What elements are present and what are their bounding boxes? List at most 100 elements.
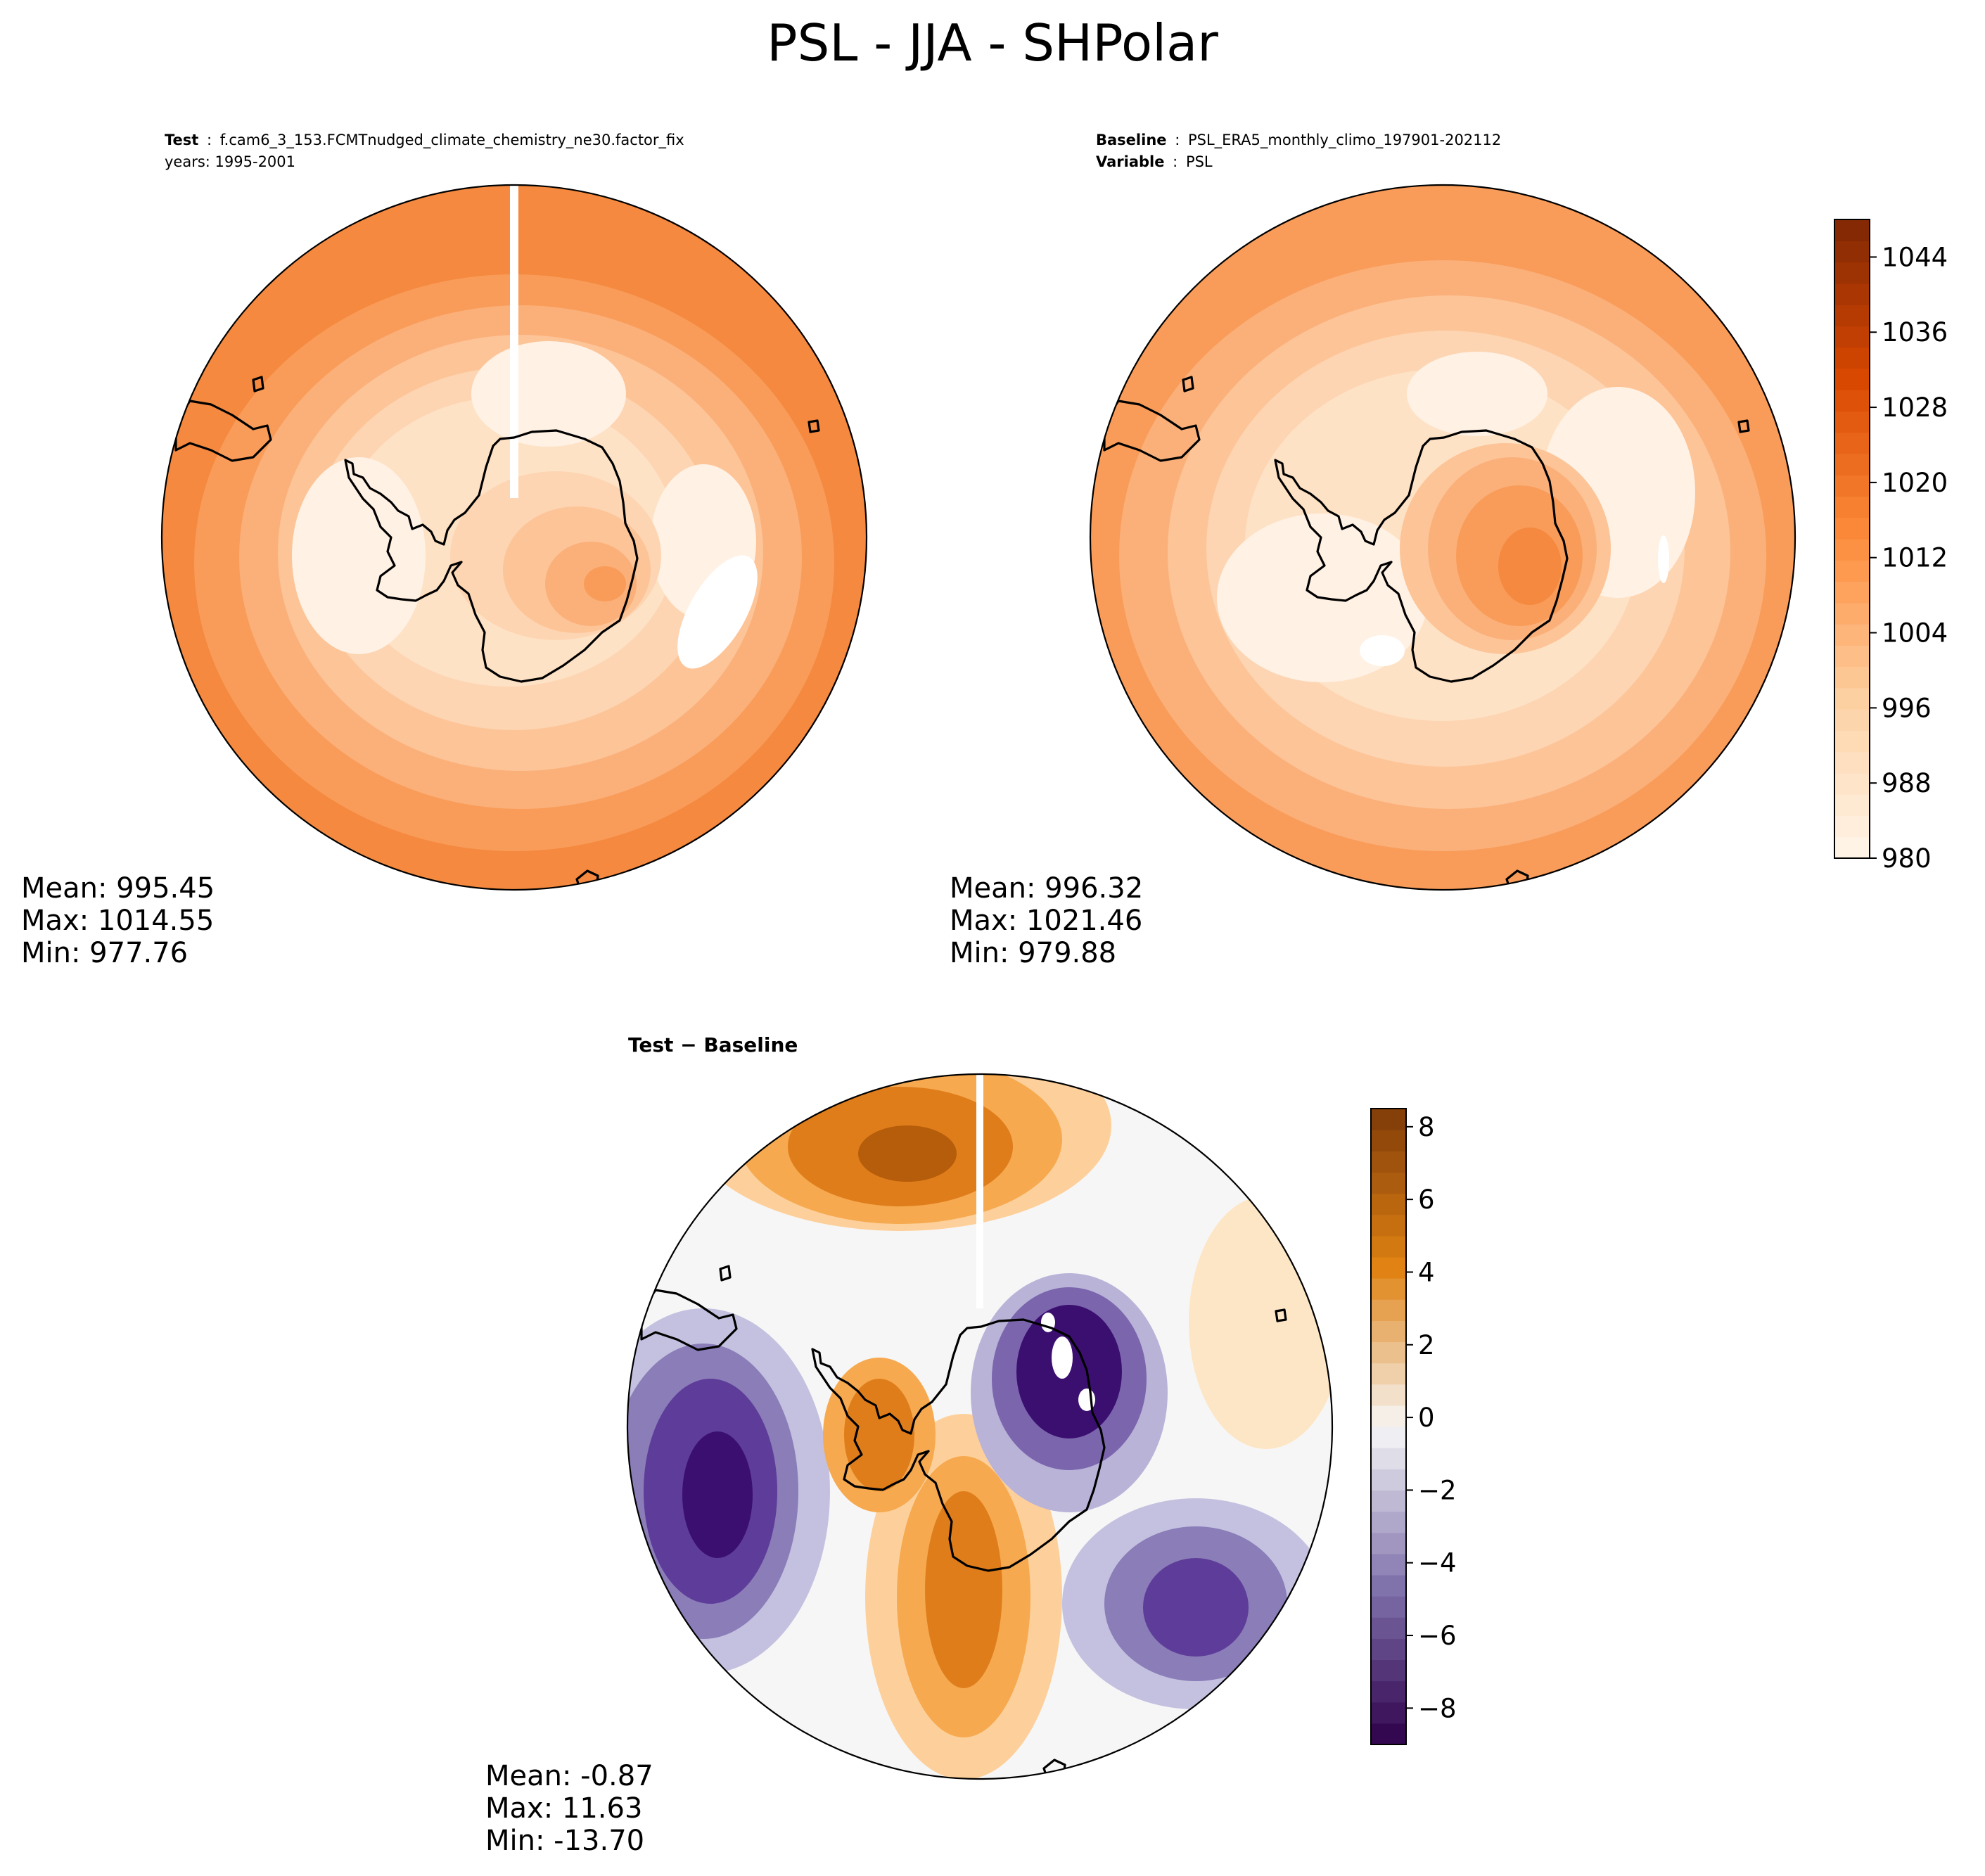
panel-baseline: Baseline : PSL_ERA5_monthly_climo_197901… [950, 132, 1796, 969]
colorbar-field-band [1834, 709, 1870, 731]
baseline-stat-min: Min: 979.88 [950, 937, 1116, 969]
figure-suptitle: PSL - JJA - SHPolar [767, 13, 1218, 72]
colorbar-field-band [1834, 539, 1870, 561]
colorbar-field-band [1834, 624, 1870, 646]
colorbar-diff-tick-label: 8 [1418, 1112, 1435, 1142]
colorbar-field-band [1834, 687, 1870, 710]
colorbar-field-band [1834, 836, 1870, 859]
colorbar-field-band [1834, 432, 1870, 454]
colorbar-field-band [1834, 496, 1870, 518]
panel-baseline-title-line1: Baseline : PSL_ERA5_monthly_climo_197901… [1096, 132, 1501, 149]
panel-baseline-title-sep: : [1175, 132, 1180, 148]
test-map [162, 185, 867, 890]
colorbar-diff-band [1371, 1596, 1406, 1618]
diff-map [627, 1074, 1332, 1779]
colorbar-field-band [1834, 730, 1870, 753]
colorbar-diff-band [1371, 1427, 1406, 1448]
diff-stat-mean: Mean: -0.87 [485, 1760, 653, 1792]
colorbar-field: 980 988 996 1004 1012 1020 1028 1036 1044 [1834, 219, 1948, 874]
colorbar-field-band [1834, 794, 1870, 817]
colorbar-diff-band [1371, 1256, 1406, 1279]
colorbar-diff-band [1371, 1659, 1406, 1682]
colorbar-field-frame [1834, 219, 1870, 859]
panel-baseline-variable-value: PSL [1186, 153, 1213, 170]
colorbar-diff-band [1371, 1151, 1406, 1173]
colorbar-field-band [1834, 368, 1870, 390]
colorbar-field-tick-label: 1036 [1882, 317, 1948, 347]
colorbar-diff-frame [1370, 1108, 1407, 1745]
colorbar-field-band [1834, 453, 1870, 476]
colorbar-diff-band [1371, 1448, 1406, 1469]
colorbar-diff-band [1371, 1341, 1406, 1364]
colorbar-diff-tick-label: −8 [1418, 1693, 1457, 1723]
colorbar-diff: −8 −6 −4 −2 0 2 4 6 8 [1370, 1108, 1457, 1745]
colorbar-field-band [1834, 772, 1870, 795]
colorbar-field-band [1834, 475, 1870, 497]
colorbar-diff-band [1371, 1553, 1406, 1576]
colorbar-diff-band [1371, 1193, 1406, 1215]
baseline-stat-max: Max: 1021.46 [950, 905, 1142, 937]
colorbar-field-tick-label: 988 [1882, 768, 1932, 798]
colorbar-diff-tick-label: 4 [1418, 1257, 1435, 1287]
baseline-stat-mean: Mean: 996.32 [950, 872, 1143, 905]
colorbar-diff-band [1371, 1511, 1406, 1533]
test-map-boundary [160, 184, 868, 891]
colorbar-field-band [1834, 815, 1870, 838]
panel-test-title-line2: years: 1995-2001 [165, 153, 295, 170]
panel-diff-title: Test − Baseline [628, 1033, 798, 1057]
panel-test-title-value: f.cam6_3_153.FCMTnudged_climate_chemistr… [220, 132, 684, 149]
colorbar-field-band [1834, 347, 1870, 369]
colorbar-diff-band [1371, 1172, 1406, 1194]
test-stat-mean: Mean: 995.45 [21, 872, 215, 905]
colorbar-field-band [1834, 326, 1870, 348]
colorbar-field-band [1834, 283, 1870, 305]
panel-test: Test : f.cam6_3_153.FCMTnudged_climate_c… [21, 132, 868, 969]
colorbar-diff-band [1371, 1532, 1406, 1555]
diff-map-boundary [626, 1073, 1334, 1780]
colorbar-diff-band [1371, 1278, 1406, 1300]
panel-baseline-variable-sep: : [1173, 153, 1177, 170]
colorbar-diff-band [1371, 1680, 1406, 1703]
colorbar-diff-tick-label: 2 [1418, 1330, 1435, 1360]
panel-baseline-title-value: PSL_ERA5_monthly_climo_197901-202112 [1188, 132, 1501, 149]
panel-test-title-sep: : [207, 132, 212, 148]
colorbar-field-tick-label: 1028 [1882, 393, 1948, 423]
colorbar-field-band [1834, 390, 1870, 411]
diff-stat-max: Max: 11.63 [485, 1792, 642, 1825]
colorbar-field-band [1834, 241, 1870, 263]
baseline-map-boundary [1089, 184, 1796, 891]
colorbar-field-tick-label: 996 [1882, 693, 1932, 723]
colorbar-diff-band [1371, 1384, 1406, 1406]
colorbar-field-tick-label: 1004 [1882, 618, 1948, 649]
colorbar-field-tick-label: 1044 [1882, 242, 1948, 272]
colorbar-diff-tick-label: −2 [1418, 1475, 1457, 1505]
colorbar-field-band [1834, 560, 1870, 582]
colorbar-diff-band [1371, 1723, 1406, 1745]
colorbar-field-band [1834, 262, 1870, 284]
baseline-map [1090, 185, 1795, 890]
panel-baseline-variable-key: Variable [1096, 153, 1164, 170]
colorbar-diff-band [1371, 1320, 1406, 1343]
colorbar-diff-band [1371, 1405, 1406, 1427]
colorbar-diff-band [1371, 1214, 1406, 1237]
colorbar-diff-tick-label: −4 [1418, 1548, 1457, 1578]
colorbar-field-band [1834, 219, 1870, 241]
colorbar-field-band [1834, 581, 1870, 604]
colorbar-field-band [1834, 751, 1870, 774]
panel-test-title-line1: Test : f.cam6_3_153.FCMTnudged_climate_c… [165, 132, 684, 149]
colorbar-diff-band [1371, 1299, 1406, 1321]
colorbar-field-tick-label: 1020 [1882, 468, 1948, 498]
colorbar-field-tick-label: 980 [1882, 843, 1932, 874]
colorbar-diff-tick-label: 6 [1418, 1185, 1435, 1215]
panel-baseline-title-key: Baseline [1096, 132, 1167, 148]
colorbar-field-band [1834, 602, 1870, 625]
colorbar-diff-band [1371, 1702, 1406, 1724]
diff-stat-min: Min: -13.70 [485, 1825, 644, 1857]
colorbar-field-band [1834, 305, 1870, 326]
colorbar-field-band [1834, 645, 1870, 668]
test-stat-min: Min: 977.76 [21, 937, 188, 969]
colorbar-diff-band [1371, 1469, 1406, 1491]
colorbar-diff-band [1371, 1235, 1406, 1258]
colorbar-diff-band [1371, 1490, 1406, 1512]
